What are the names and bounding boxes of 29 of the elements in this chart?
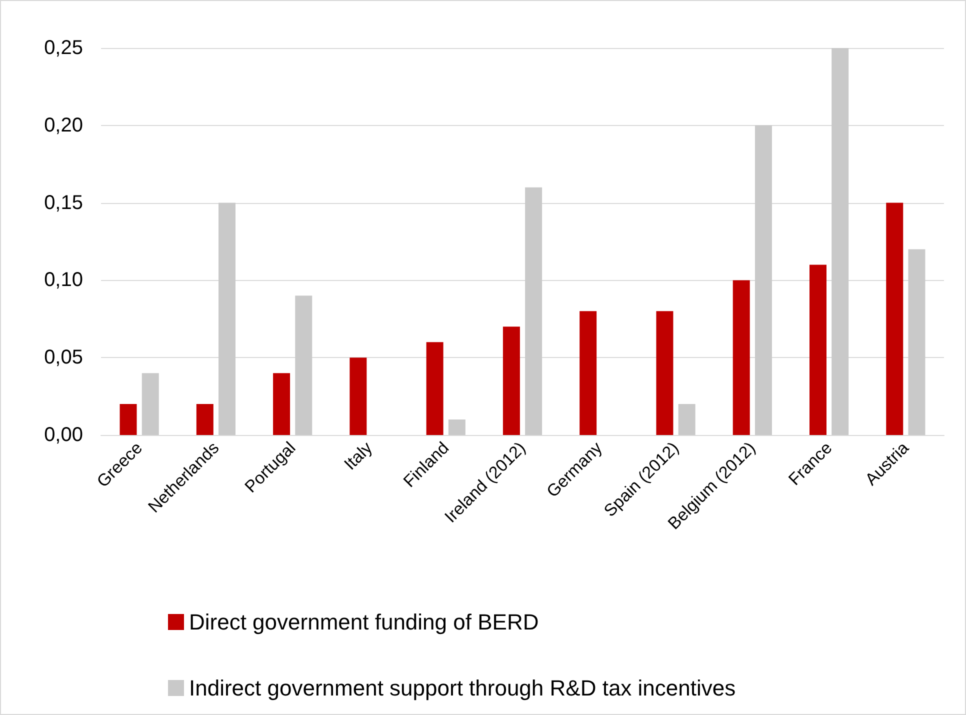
bar [809, 264, 826, 435]
bar [754, 125, 772, 435]
bar [426, 342, 444, 435]
bar [886, 202, 904, 435]
bar [120, 404, 137, 435]
y-tick-label: 0,15 [44, 192, 83, 214]
legend-label: Direct government funding of BERD [189, 610, 539, 634]
bar [502, 326, 520, 435]
bar [196, 404, 214, 435]
bar [908, 249, 926, 435]
x-tick-label: Italy [340, 438, 376, 474]
bar [656, 311, 674, 435]
y-tick-label: 0,05 [44, 346, 83, 369]
bar [142, 373, 159, 435]
y-tick-label: 0,25 [44, 37, 83, 59]
bar [218, 202, 236, 435]
bar [580, 311, 597, 435]
legend-label: Indirect government support through R&D tax incentives [189, 676, 736, 700]
y-tick-label: 0,00 [44, 424, 83, 446]
bar [350, 358, 367, 435]
bar [832, 48, 849, 435]
y-tick-label: 0,20 [44, 114, 83, 136]
bar [448, 420, 466, 435]
bar [273, 373, 290, 435]
y-tick-label: 0,10 [44, 269, 83, 292]
bar [295, 296, 312, 435]
bar [525, 187, 542, 435]
bar [678, 404, 696, 435]
bar [732, 280, 750, 435]
